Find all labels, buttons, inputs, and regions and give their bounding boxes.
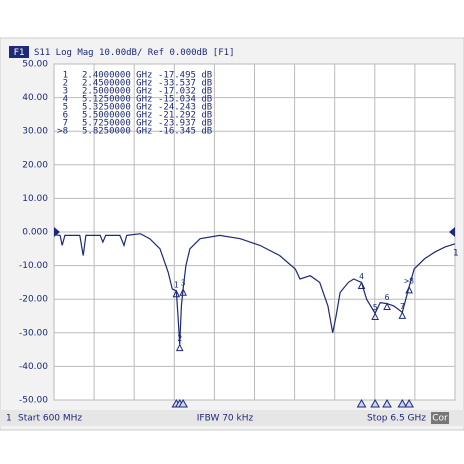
trace-label: 1 bbox=[453, 248, 459, 258]
marker-table-value: -17.032 dB bbox=[158, 87, 212, 97]
footer-ifbw: IFBW 70 kHz bbox=[197, 414, 254, 424]
ref-arrow bbox=[449, 227, 455, 237]
y-tick-label: 40.00 bbox=[22, 93, 48, 103]
marker bbox=[398, 311, 407, 319]
marker-table-label: 3 bbox=[63, 87, 68, 97]
marker bbox=[405, 285, 413, 294]
marker-label: 7 bbox=[400, 302, 405, 311]
channel-box bbox=[9, 46, 29, 58]
marker-table-freq: 5.1250000 GHz bbox=[82, 95, 152, 105]
marker bbox=[175, 343, 184, 352]
marker-table-freq: 2.4000000 GHz bbox=[82, 71, 152, 81]
footer-cor: Cor bbox=[432, 414, 448, 424]
marker-table-freq: 5.8250000 GHz bbox=[82, 127, 152, 137]
marker-x-indicator bbox=[382, 398, 392, 408]
marker-label: 1 bbox=[174, 280, 179, 289]
y-tick-label: -10.00 bbox=[19, 261, 48, 271]
marker-table-label: 7 bbox=[63, 119, 68, 129]
marker-x-indicator bbox=[397, 398, 408, 408]
y-tick-label: 0.000 bbox=[22, 228, 48, 238]
y-tick-label: -40.00 bbox=[19, 362, 48, 372]
y-tick-label: 20.00 bbox=[22, 160, 48, 170]
marker bbox=[371, 312, 379, 320]
marker-table-value: -24.243 dB bbox=[158, 103, 212, 113]
marker-x-indicator bbox=[370, 398, 381, 408]
y-tick-label: 30.00 bbox=[22, 127, 48, 137]
marker-table-label: >8 bbox=[57, 127, 68, 137]
marker-label: 3 bbox=[181, 279, 186, 288]
marker-table-label: 6 bbox=[63, 111, 68, 121]
marker-table-freq: 2.4500000 GHz bbox=[82, 79, 152, 89]
footer-start: Start 600 MHz bbox=[18, 414, 82, 424]
chart-title: S11 Log Mag 10.00dB/ Ref 0.000dB [F1] bbox=[34, 48, 234, 58]
marker-table-label: 4 bbox=[63, 95, 68, 105]
marker-table-freq: 5.7250000 GHz bbox=[82, 119, 152, 129]
footer-stop: Stop 6.5 GHz bbox=[367, 414, 426, 424]
marker-table-value: -17.495 dB bbox=[158, 71, 212, 81]
marker bbox=[172, 289, 181, 298]
marker-label: 2 bbox=[177, 334, 182, 343]
marker bbox=[357, 281, 366, 290]
marker bbox=[383, 302, 391, 311]
marker-table-value: -23.937 dB bbox=[158, 119, 212, 129]
marker-x-indicator bbox=[178, 398, 188, 408]
marker-table-value: -15.034 dB bbox=[158, 95, 212, 105]
y-tick-label: -50.00 bbox=[19, 396, 48, 406]
footer-bar bbox=[0, 410, 464, 426]
footer-channel: 1 bbox=[6, 414, 12, 424]
marker-label: 6 bbox=[385, 293, 390, 302]
marker-label: >8 bbox=[404, 276, 414, 285]
y-tick-label: -20.00 bbox=[19, 295, 48, 305]
marker-table-label: 1 bbox=[63, 71, 68, 81]
marker-table-label: 2 bbox=[63, 79, 68, 89]
ref-arrow bbox=[54, 227, 60, 237]
marker-table-label: 5 bbox=[63, 103, 68, 113]
marker-table-value: -16.345 dB bbox=[158, 127, 212, 137]
trace bbox=[53, 233, 456, 345]
marker-x-indicator bbox=[404, 398, 414, 408]
marker-table-freq: 5.3250000 GHz bbox=[82, 103, 152, 113]
channel-label: F1 bbox=[14, 48, 25, 58]
marker-table-freq: 2.5000000 GHz bbox=[82, 87, 152, 97]
marker-label: 4 bbox=[359, 272, 364, 281]
marker-label: 5 bbox=[373, 303, 378, 312]
y-tick-label: 10.00 bbox=[22, 194, 48, 204]
marker-table-value: -21.292 dB bbox=[158, 111, 212, 121]
marker bbox=[179, 288, 187, 296]
y-tick-label: -30.00 bbox=[19, 328, 48, 338]
marker-table-freq: 5.5000000 GHz bbox=[82, 111, 152, 121]
y-tick-label: 50.00 bbox=[22, 60, 48, 70]
marker-x-indicator bbox=[356, 398, 367, 408]
cor-box bbox=[431, 412, 449, 424]
marker-table-value: -33.537 dB bbox=[158, 79, 212, 89]
